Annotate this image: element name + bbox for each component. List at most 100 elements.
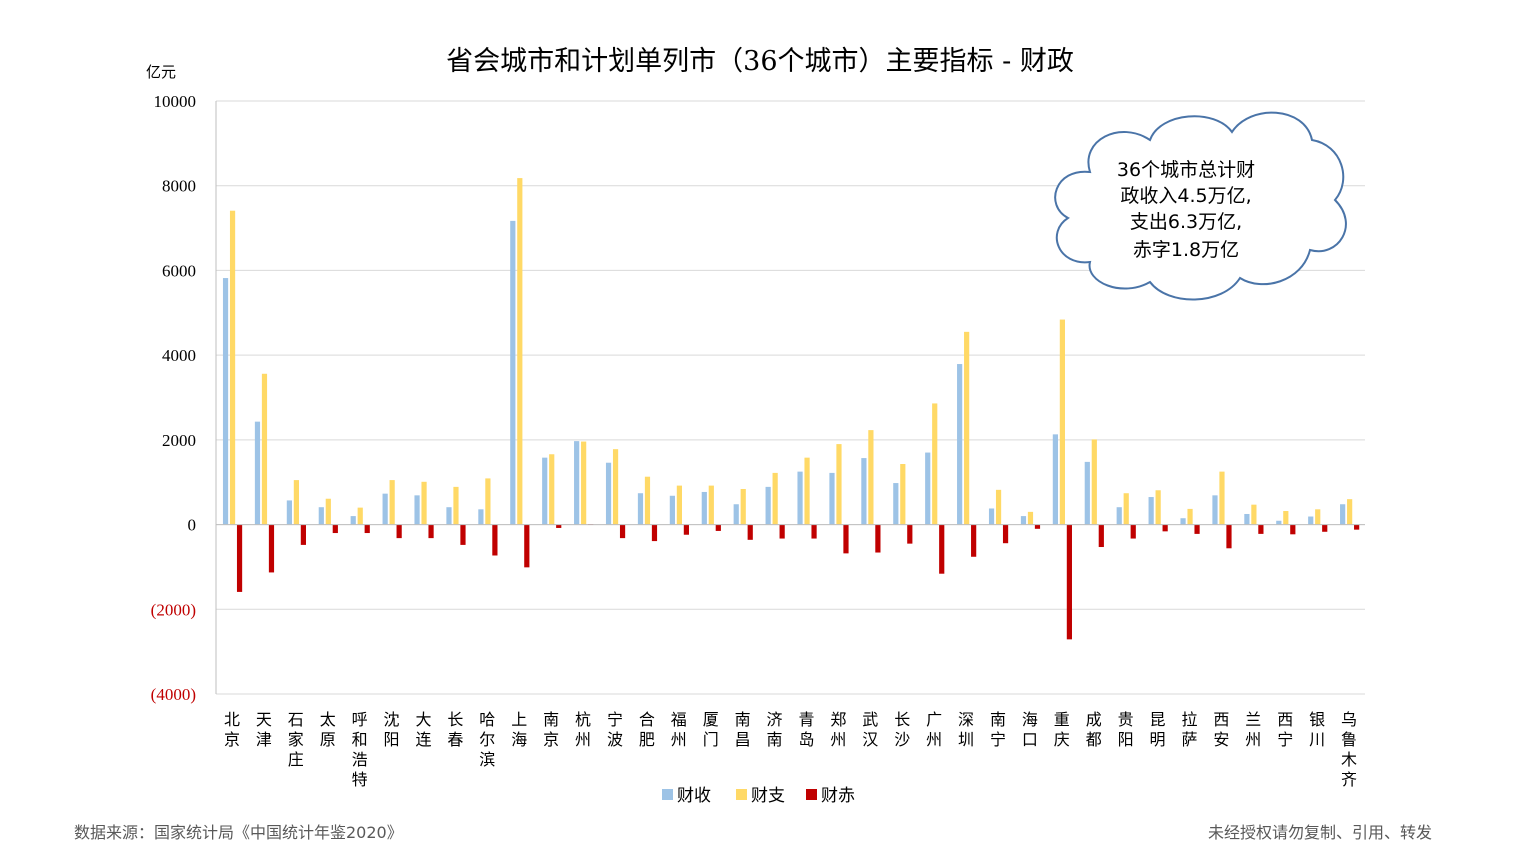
x-tick-label: 上 — [511, 710, 527, 729]
y-tick-label: 2000 — [162, 431, 196, 450]
bar-财收-大连 — [414, 495, 420, 525]
bar-财支-武汉 — [868, 430, 874, 525]
bar-财赤-天津 — [268, 524, 275, 573]
x-tick-label: 特 — [352, 770, 368, 789]
x-tick-label: 哈 — [479, 710, 495, 729]
y-tick-label: 4000 — [162, 346, 196, 365]
chart-title: 省会城市和计划单列市（36个城市）主要指标 - 财政 — [446, 46, 1074, 77]
x-tick-label: 京 — [224, 730, 240, 749]
x-tick-label: 汉 — [862, 730, 878, 749]
bar-财支-西宁 — [1283, 511, 1289, 525]
bar-财支-太原 — [325, 498, 331, 525]
bar-财赤-长沙 — [907, 524, 913, 544]
y-tick-label: (4000) — [151, 685, 196, 704]
bar-财收-拉萨 — [1180, 518, 1186, 525]
x-tick-label: 合 — [639, 710, 655, 729]
x-tick-label: 济 — [767, 710, 783, 729]
x-tick-label: 木 — [1341, 750, 1357, 769]
x-tick-label: 南 — [543, 710, 559, 729]
x-tick-label: 南 — [767, 730, 783, 749]
bar-财支-拉萨 — [1187, 508, 1193, 525]
bar-财赤-石家庄 — [300, 524, 306, 545]
y-tick-label: 0 — [188, 516, 197, 535]
bar-财收-北京 — [222, 278, 229, 525]
bar-财收-太原 — [318, 507, 324, 525]
legend-label: 财支 — [751, 786, 785, 806]
x-tick-label: 齐 — [1341, 770, 1357, 789]
bar-财支-福州 — [676, 485, 682, 525]
x-tick-label: 大 — [415, 710, 431, 729]
bar-财赤-合肥 — [651, 524, 658, 542]
bar-财支-杭州 — [581, 441, 587, 525]
bar-财支-南昌 — [740, 488, 746, 525]
bar-财支-长春 — [453, 486, 459, 525]
x-tick-label: 津 — [256, 730, 272, 749]
bar-财支-昆明 — [1155, 490, 1161, 525]
bar-财支-南京 — [549, 454, 555, 525]
bar-财赤-银川 — [1322, 524, 1328, 532]
bar-财支-南宁 — [995, 489, 1002, 525]
x-tick-label: 庄 — [288, 750, 304, 769]
x-tick-label: 南 — [990, 710, 1006, 729]
bar-财收-深圳 — [957, 364, 963, 525]
x-tick-label: 沈 — [384, 710, 400, 729]
x-tick-label: 武 — [862, 710, 878, 729]
x-tick-label: 昌 — [735, 730, 751, 749]
x-tick-label: 阳 — [1118, 730, 1134, 749]
bar-财收-杭州 — [574, 441, 580, 525]
bar-财赤-呼和浩特 — [364, 524, 370, 534]
bar-财收-长沙 — [893, 483, 899, 525]
bar-财支-石家庄 — [293, 480, 299, 525]
x-tick-label: 海 — [511, 730, 527, 749]
x-tick-label: 岛 — [798, 730, 814, 749]
bar-财赤-海口 — [1034, 524, 1041, 529]
x-tick-label: 西 — [1277, 710, 1293, 729]
legend-swatch — [662, 789, 673, 800]
bar-财收-青岛 — [797, 471, 803, 525]
bar-财赤-昆明 — [1162, 524, 1168, 532]
bar-财支-重庆 — [1059, 319, 1065, 525]
bar-财收-乌鲁木齐 — [1340, 504, 1346, 525]
bar-财赤-重庆 — [1066, 524, 1072, 640]
bar-财收-石家庄 — [286, 500, 292, 525]
bar-财支-兰州 — [1251, 504, 1257, 525]
bar-财收-郑州 — [829, 472, 835, 525]
x-tick-label: 西 — [1213, 710, 1229, 729]
x-tick-label: 呼 — [352, 710, 368, 729]
x-tick-label: 川 — [1309, 730, 1325, 749]
bar-财支-上海 — [517, 178, 523, 525]
bar-财赤-深圳 — [971, 524, 977, 557]
y-tick-label: 10000 — [154, 92, 197, 111]
x-tick-label: 明 — [1150, 730, 1166, 749]
bar-财支-合肥 — [644, 476, 651, 525]
bar-财收-西宁 — [1276, 520, 1282, 525]
x-tick-label: 尔 — [479, 730, 495, 749]
x-tick-label: 贵 — [1118, 710, 1134, 729]
x-tick-label: 乌 — [1341, 710, 1357, 729]
bar-财支-大连 — [421, 481, 427, 525]
cloud-shape — [1054, 111, 1347, 301]
bar-财赤-沈阳 — [396, 524, 402, 539]
x-tick-label: 兰 — [1245, 710, 1261, 729]
x-tick-label: 州 — [830, 730, 846, 749]
bar-财赤-兰州 — [1258, 524, 1264, 534]
x-tick-label: 州 — [575, 730, 591, 749]
bar-财收-南宁 — [988, 508, 995, 525]
x-tick-label: 沙 — [894, 730, 910, 749]
bar-财赤-上海 — [524, 524, 530, 568]
bar-财收-海口 — [1020, 516, 1027, 525]
annotation-cloud: 36个城市总计财 政收入4.5万亿, 支出6.3万亿, 赤字1.8万亿 — [1054, 111, 1347, 301]
bar-财赤-哈尔滨 — [492, 524, 498, 556]
bar-财支-西安 — [1219, 471, 1225, 525]
x-tick-label: 石 — [288, 710, 304, 729]
bar-财收-上海 — [510, 220, 516, 525]
bar-财收-南昌 — [733, 504, 739, 525]
x-tick-label: 阳 — [384, 730, 400, 749]
bar-财支-厦门 — [708, 485, 714, 525]
bar-财收-哈尔滨 — [478, 509, 484, 525]
y-tick-label: (2000) — [151, 600, 196, 619]
bar-财收-厦门 — [701, 491, 707, 525]
x-tick-label: 肥 — [639, 730, 655, 749]
bar-财赤-成都 — [1098, 524, 1104, 548]
annotation-line-4: 赤字1.8万亿 — [1133, 239, 1239, 261]
